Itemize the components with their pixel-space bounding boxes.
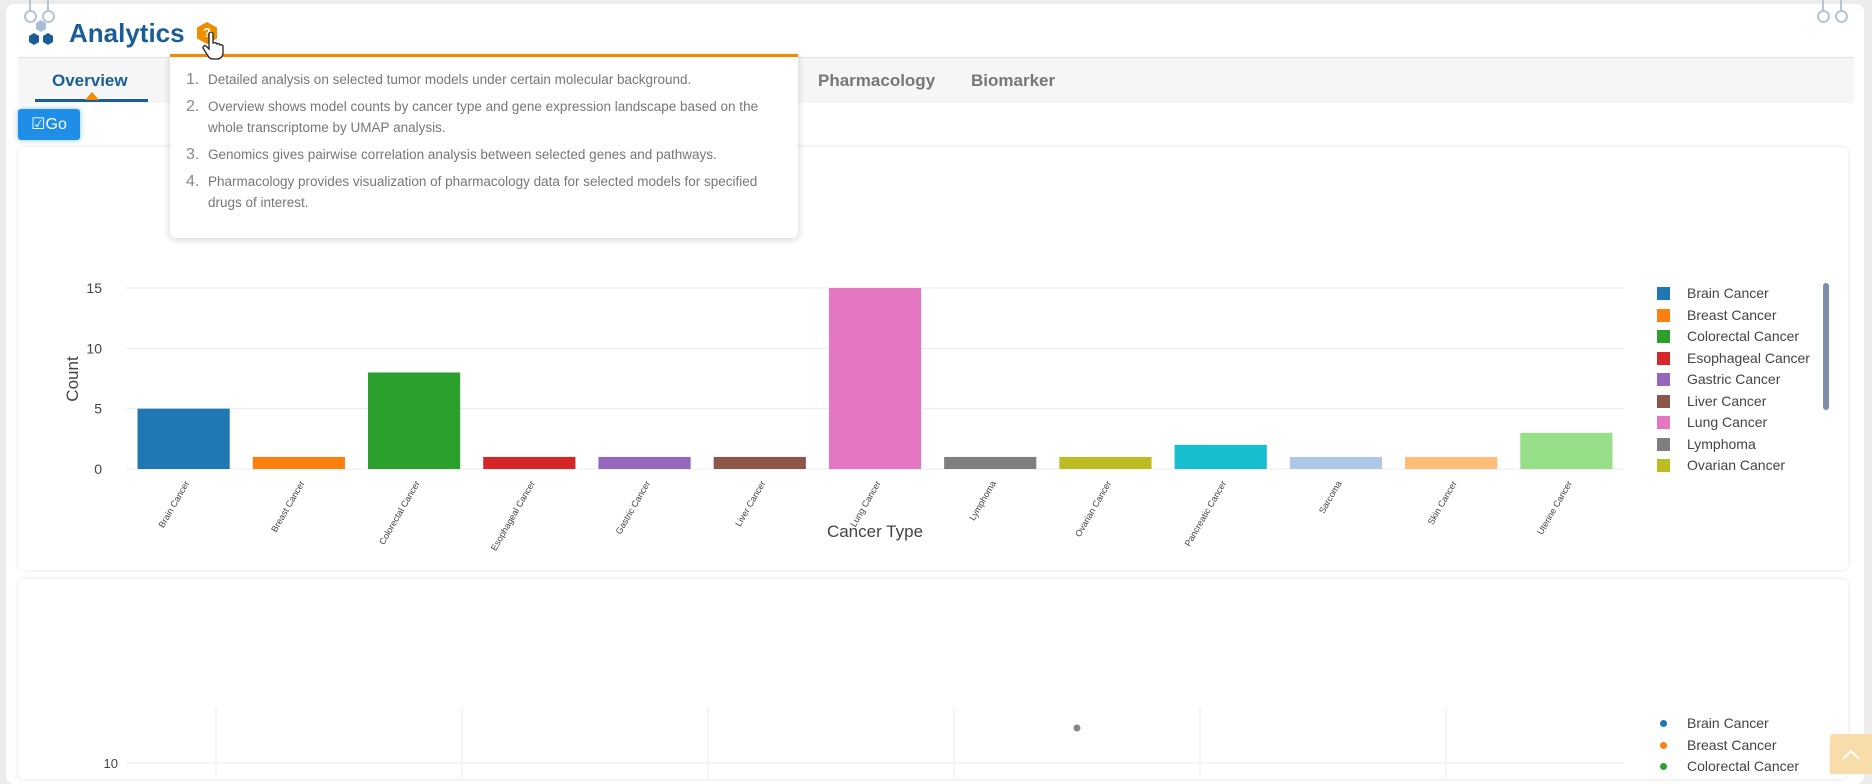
x-tick-label: Breast Cancer (269, 479, 306, 534)
tab-biomarker[interactable]: Biomarker (971, 71, 1056, 90)
checkbox-icon: ☑ (31, 116, 46, 133)
legend-label: Lymphoma (1687, 435, 1756, 452)
bar-breast-cancer (252, 456, 345, 469)
legend-label: Brain Cancer (1687, 285, 1769, 301)
bar-sarcoma (1289, 456, 1383, 469)
tooltip-item: 2. Overview shows model counts by cancer … (186, 96, 768, 138)
bar-brain-cancer (137, 408, 230, 469)
legend-label: Colorectal Cancer (1687, 328, 1800, 344)
x-tick-label: Colorectal Cancer (377, 479, 422, 546)
y-tick-label: 5 (94, 401, 102, 417)
x-tick-label: Gastric Cancer (614, 479, 653, 536)
bar-pancreatic-cancer (1174, 444, 1267, 469)
y-tick-label: 0 (94, 461, 102, 477)
legend-swatch (1657, 287, 1670, 300)
hanger-decoration (1835, 0, 1848, 24)
legend-swatch (1657, 459, 1670, 472)
hanger-decoration (24, 0, 37, 24)
tooltip-item-text: Pharmacology provides visualization of p… (208, 174, 758, 210)
page-title: Analytics (69, 18, 185, 48)
legend-marker (1660, 741, 1667, 749)
bar-skin-cancer (1405, 456, 1498, 469)
y-axis-label: Count (63, 356, 82, 402)
x-tick-label: Lymphoma (967, 479, 998, 522)
legend-label: Liver Cancer (1687, 392, 1767, 409)
legend-marker (1660, 763, 1667, 770)
hand-cursor-icon (202, 32, 224, 60)
scatter-point (1073, 724, 1081, 732)
x-axis-label: Cancer Type (827, 522, 923, 541)
legend-swatch (1657, 330, 1670, 343)
legend-swatch (1657, 308, 1670, 322)
bar-esophageal-cancer (483, 456, 576, 469)
bar-liver-cancer (713, 456, 806, 469)
legend-label: Colorectal Cancer (1687, 758, 1800, 774)
cancer-type-bar-chart: 0 5 10 15 Brain Cancer Breast Cancer Colorecta… (63, 280, 1624, 552)
legend-swatch (1657, 373, 1670, 386)
legend-label: Breast Cancer (1687, 306, 1777, 323)
analytics-logo-icon (29, 20, 53, 45)
umap-chart-card: 10 Brain Cancer Breast Cancer Colorectal C… (18, 579, 1848, 779)
tab-overview[interactable]: Overview (52, 71, 128, 90)
y-tick-label: 15 (86, 280, 102, 296)
legend-swatch (1657, 351, 1670, 365)
x-tick-label: Uterine Cancer (1535, 479, 1574, 536)
hanger-decoration (42, 0, 55, 24)
scroll-to-top-button[interactable] (1830, 734, 1872, 774)
y-tick-label: 10 (104, 756, 118, 771)
tooltip-item-number: 3. (186, 146, 200, 163)
legend-swatch (1657, 394, 1670, 408)
legend-label: Brain Cancer (1687, 715, 1769, 731)
help-tooltip: 1. Detailed analysis on selected tumor mo… (170, 54, 798, 238)
bar-ovarian-cancer (1059, 456, 1152, 469)
legend-label: Ovarian Cancer (1687, 457, 1786, 473)
x-tick-label: Ovarian Cancer (1073, 479, 1113, 539)
go-button[interactable]: ☑Go (18, 109, 80, 140)
x-tick-label: Sarcoma (1317, 479, 1344, 515)
bar-gastric-cancer (598, 456, 691, 469)
x-tick-label: Pancreatic Cancer (1183, 479, 1229, 548)
legend-label: Gastric Cancer (1687, 371, 1781, 387)
bar-lymphoma (944, 456, 1037, 469)
x-tick-label: Skin Cancer (1426, 479, 1459, 526)
legend-label: Lung Cancer (1687, 414, 1768, 430)
legend-label: Breast Cancer (1687, 736, 1777, 753)
active-tab-marker (85, 92, 99, 100)
tooltip-item-text: Overview shows model counts by cancer ty… (208, 99, 759, 135)
x-tick-label: Brain Cancer (156, 479, 191, 529)
y-tick-label: 10 (86, 340, 102, 356)
bar-uterine-cancer (1520, 432, 1613, 469)
umap-scatter-plot: 10 (104, 707, 1624, 779)
legend-swatch (1657, 416, 1670, 429)
tooltip-item: 3. Genomics gives pairwise correlation an… (186, 144, 768, 165)
chevron-up-icon (1842, 749, 1860, 760)
x-tick-label: Liver Cancer (733, 479, 767, 528)
tooltip-item-number: 1. (186, 71, 200, 88)
tab-pharmacology[interactable]: Pharmacology (818, 71, 936, 90)
bar-lung-cancer (828, 288, 922, 469)
tooltip-item: 1. Detailed analysis on selected tumor mo… (186, 69, 768, 90)
hanger-decoration (1817, 0, 1830, 24)
tooltip-item-number: 4. (186, 173, 200, 190)
legend-label: Esophageal Cancer (1687, 349, 1810, 366)
active-tab-underline (35, 99, 148, 102)
tooltip-item-text: Genomics gives pairwise correlation anal… (208, 147, 717, 162)
x-tick-label: Esophageal Cancer (489, 479, 537, 552)
tooltip-item: 4. Pharmacology provides visualization of… (186, 171, 768, 213)
tooltip-item-text: Detailed analysis on selected tumor mode… (208, 72, 692, 87)
legend-marker (1660, 720, 1667, 727)
legend-swatch (1657, 437, 1670, 451)
bar-colorectal-cancer (367, 372, 461, 469)
tooltip-item-number: 2. (186, 98, 200, 115)
legend-scrollbar[interactable] (1823, 283, 1829, 410)
